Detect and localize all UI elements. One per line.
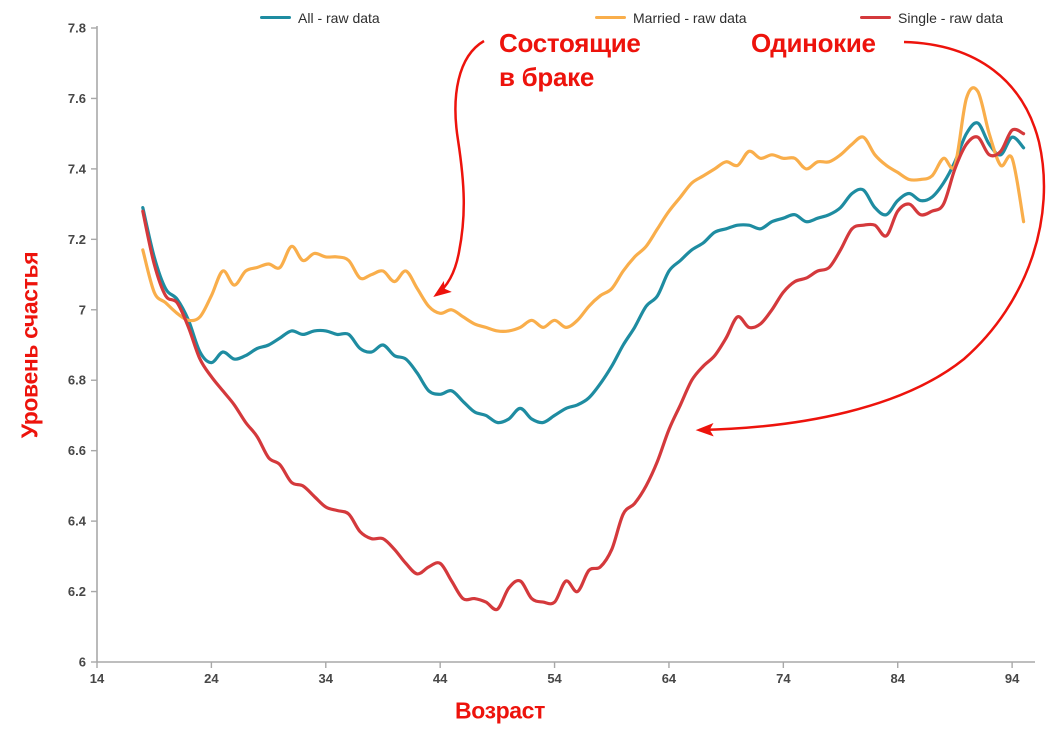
x-tick-label: 94 (1005, 671, 1020, 686)
legend-label-single: Single - raw data (898, 9, 1004, 26)
annotation-married: Состоящие в браке (499, 28, 641, 92)
single-annotation-arrow (695, 40, 1046, 437)
y-tick-label: 6 (79, 655, 86, 670)
legend-label-married: Married - raw data (633, 9, 747, 26)
series-all-raw-data (141, 121, 1026, 425)
axes: 6 6.2 6.4 6.6 6.8 7 7.2 7.4 7.6 7.8 14 24 34 44 54 64 74… (68, 21, 1035, 686)
y-tick-label: 6.4 (68, 514, 87, 529)
series-married-raw-data (141, 86, 1026, 333)
y-tick-label: 7.8 (68, 21, 86, 36)
x-tick-label: 54 (547, 671, 562, 686)
y-tick-label: 7.6 (68, 91, 86, 106)
x-tick-label: 64 (662, 671, 677, 686)
x-tick-label: 74 (776, 671, 791, 686)
legend-swatch-married (595, 15, 626, 20)
x-tick-label: 24 (204, 671, 219, 686)
y-tick-label: 7.4 (68, 161, 87, 176)
series-single-raw-data (141, 127, 1026, 612)
legend-swatch-single (860, 15, 891, 20)
annotation-arrows (433, 39, 1046, 437)
y-tick-label: 7.2 (68, 232, 86, 247)
x-tick-label: 34 (319, 671, 334, 686)
annotation-single: Одинокие (751, 28, 876, 58)
x-tick-label: 44 (433, 671, 448, 686)
legend-item-married: Married - raw data (595, 9, 747, 26)
legend-swatch-all (260, 15, 291, 20)
x-axis-title: Возраст (455, 697, 545, 724)
y-tick-label: 6.2 (68, 584, 86, 599)
y-tick-label: 6.6 (68, 443, 86, 458)
legend-item-single: Single - raw data (860, 9, 1004, 26)
x-tick-label: 84 (890, 671, 905, 686)
legend-label-all: All - raw data (298, 9, 380, 26)
data-series (141, 86, 1026, 612)
x-tick-label: 14 (90, 671, 105, 686)
y-tick-label: 6.8 (68, 373, 86, 388)
married-annotation-arrow (433, 39, 485, 297)
legend-item-all: All - raw data (260, 9, 380, 26)
y-axis-title: Уровень счастья (16, 251, 43, 439)
y-tick-label: 7 (79, 302, 86, 317)
